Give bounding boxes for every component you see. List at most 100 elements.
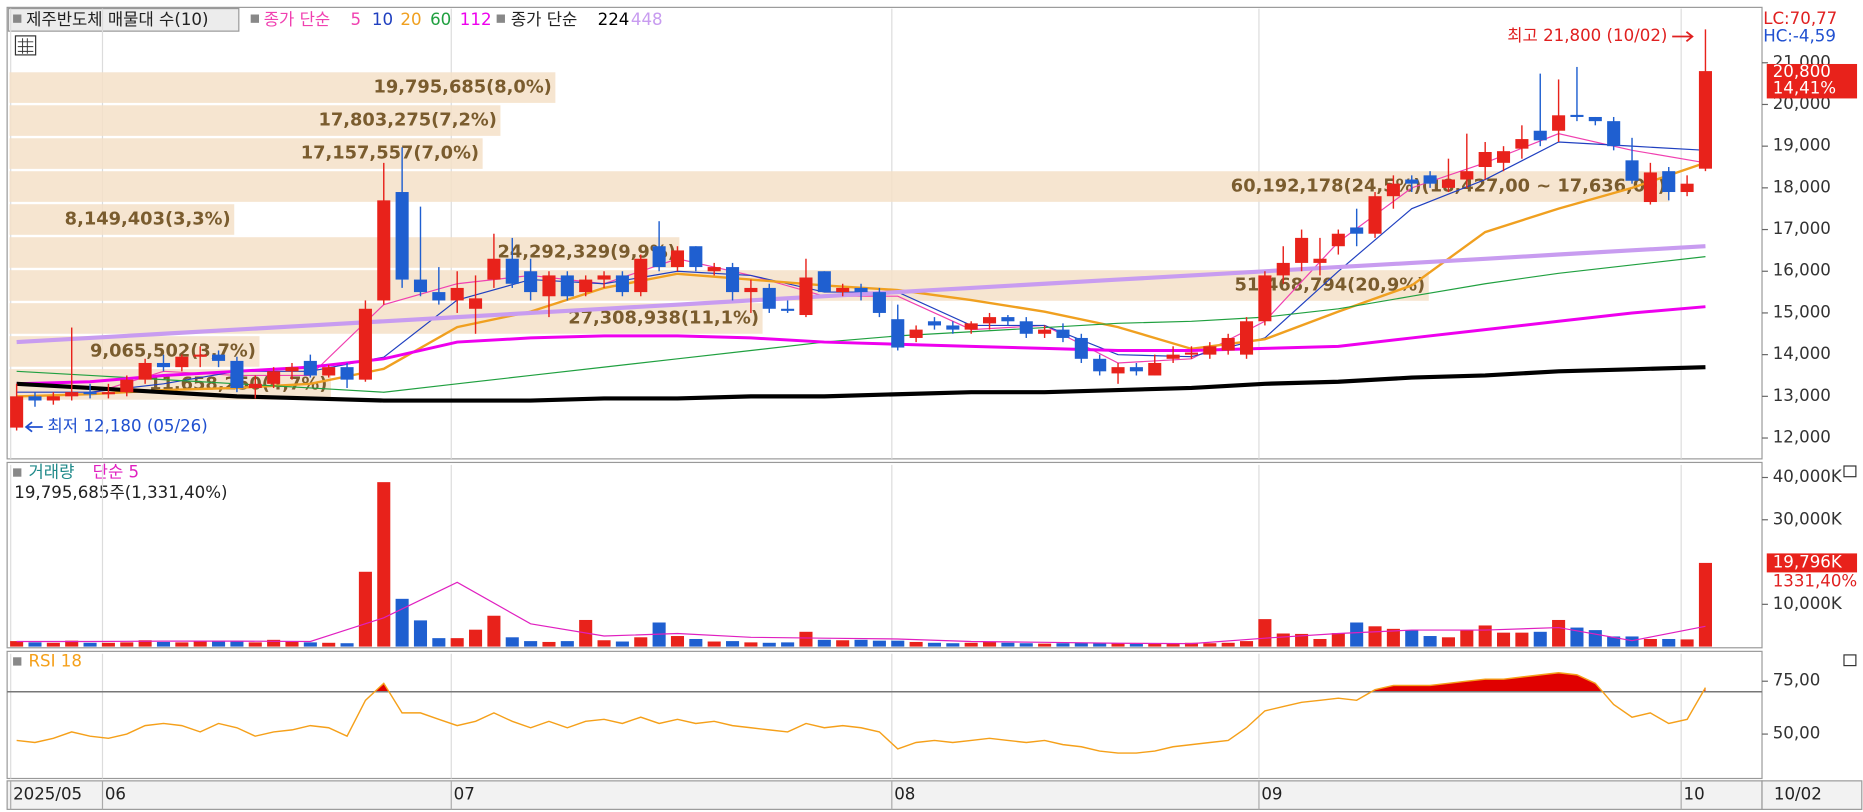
candle-body xyxy=(1625,160,1639,181)
volume-bar xyxy=(10,641,24,647)
legend-entry: 224 xyxy=(598,10,630,29)
volume-bar xyxy=(854,639,868,647)
close-button[interactable] xyxy=(1843,654,1857,667)
y-tick-label: 14,000 xyxy=(1773,344,1831,363)
volume-bar xyxy=(1001,642,1015,647)
candle-body xyxy=(891,319,905,348)
candle-body xyxy=(762,287,776,309)
volume-bar xyxy=(28,642,42,647)
candle-body xyxy=(505,258,519,284)
candle-body xyxy=(579,279,593,293)
legend-icon xyxy=(496,14,505,23)
volume-bar xyxy=(983,641,997,647)
x-tick-label: 07 xyxy=(454,785,475,804)
candle-body xyxy=(726,267,740,293)
icon xyxy=(13,468,22,477)
candle-body xyxy=(1093,358,1107,372)
close-button[interactable] xyxy=(1843,465,1857,478)
volume-bar xyxy=(285,641,299,647)
volume-bar xyxy=(1184,642,1198,647)
candle-body xyxy=(1698,71,1712,169)
legend-label: 종가 단순 xyxy=(264,10,330,29)
volume-profile-label: 24,292,329(9,9%) xyxy=(497,242,675,263)
y-tick-label: 10,000K xyxy=(1773,594,1843,613)
legend-entry: 20 xyxy=(400,10,421,29)
candle-body xyxy=(652,246,666,268)
candle-body xyxy=(1368,196,1382,234)
candle-body xyxy=(120,379,134,393)
candle-body xyxy=(799,277,813,316)
volume-bar xyxy=(1240,641,1254,647)
high-annotation: 최고 21,800 (10/02) xyxy=(1507,26,1667,45)
candle-body xyxy=(597,275,611,280)
candle-body xyxy=(1423,175,1437,184)
candle-body xyxy=(432,292,446,301)
volume-bar xyxy=(927,642,942,647)
candle-body xyxy=(1038,329,1052,334)
candle-body xyxy=(1570,114,1584,117)
candle-body xyxy=(964,323,978,330)
volume-bar xyxy=(83,642,97,647)
volume-bar xyxy=(1662,638,1676,647)
chart-title: 제주반도체 매물대 수(10) xyxy=(26,10,208,29)
candle-body xyxy=(1496,151,1511,163)
volume-bar xyxy=(1441,637,1455,647)
candle-body xyxy=(469,298,483,309)
x-tick-label: 2025/05 xyxy=(13,785,82,804)
candle-body xyxy=(1203,346,1217,355)
volume-profile-label: 27,308,938(11,1%) xyxy=(568,307,759,328)
candle-body xyxy=(1295,237,1309,263)
volume-bar xyxy=(744,642,758,647)
volume-bar xyxy=(1331,633,1345,647)
volume-bar xyxy=(597,640,611,647)
x-tick-label: 09 xyxy=(1261,785,1282,804)
volume-bar xyxy=(212,641,226,647)
volume-bar xyxy=(1478,625,1492,647)
candle-body xyxy=(1588,116,1602,122)
legend-icon xyxy=(250,14,260,23)
volume-bar xyxy=(946,643,960,647)
icon xyxy=(13,14,22,23)
calendar-icon[interactable] xyxy=(14,35,37,56)
candle-body xyxy=(138,362,152,380)
volume-bar xyxy=(120,642,134,647)
candle-body xyxy=(1221,337,1235,351)
volume-bar xyxy=(1515,632,1529,647)
volume-bar xyxy=(542,641,556,647)
volume-bar xyxy=(193,641,207,647)
last-price-box xyxy=(1766,63,1858,99)
candle-body xyxy=(854,287,868,293)
candle-body xyxy=(1166,354,1180,359)
volume-bar xyxy=(1405,630,1419,647)
candle-body xyxy=(670,250,685,268)
candle-body xyxy=(689,246,703,268)
moving-average xyxy=(16,365,1706,403)
legend-entry: 60 xyxy=(430,10,451,29)
volume-bar xyxy=(964,642,978,647)
candle-body xyxy=(1331,233,1345,247)
candle-body xyxy=(1258,275,1272,322)
candle-body xyxy=(1515,139,1529,149)
volume-bar xyxy=(340,643,354,647)
candle-body xyxy=(248,383,262,388)
volume-bar xyxy=(1643,638,1657,647)
candle-body xyxy=(193,354,207,357)
volume-bar xyxy=(1625,636,1639,647)
candle-body xyxy=(983,317,997,324)
candle-body xyxy=(1533,130,1547,141)
candle-body xyxy=(1148,362,1162,376)
candle-body xyxy=(1129,367,1143,372)
title-box[interactable] xyxy=(7,7,240,32)
volume-bar xyxy=(1607,636,1621,647)
candle-body xyxy=(230,360,244,388)
volume-bar xyxy=(872,640,886,647)
candle-body xyxy=(175,356,189,368)
volume-profile-label: 17,803,275(7,2%) xyxy=(318,110,496,131)
y-tick-label: 12,000 xyxy=(1773,428,1831,447)
volume-bar xyxy=(1386,628,1400,647)
icon xyxy=(13,657,22,666)
candle-body xyxy=(1680,183,1694,193)
candle-body xyxy=(1405,179,1419,184)
y-tick-label: 18,000 xyxy=(1773,177,1831,196)
last-price: 20,800 xyxy=(1773,62,1831,81)
